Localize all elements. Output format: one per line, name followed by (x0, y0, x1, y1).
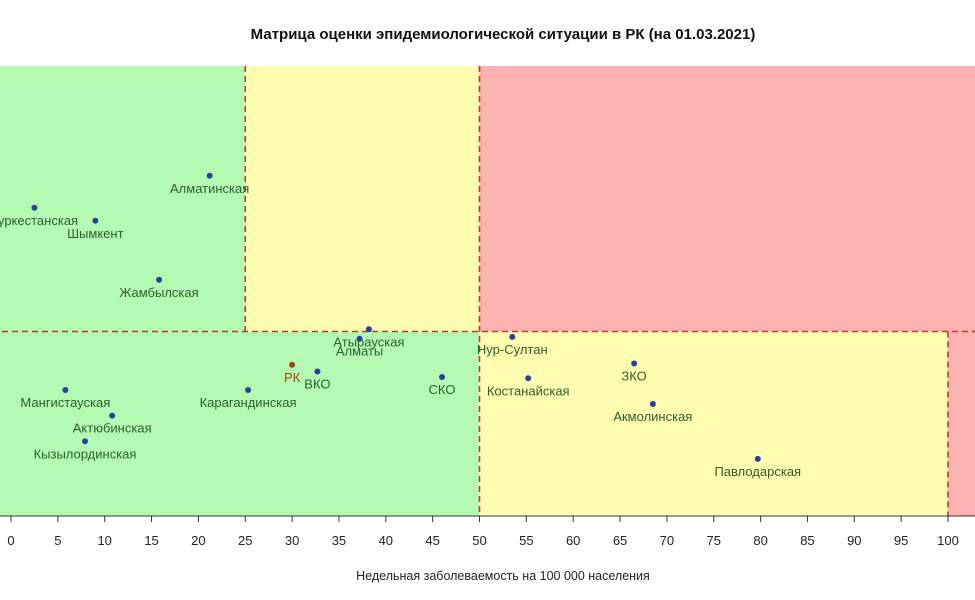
x-tick-label: 75 (707, 533, 721, 548)
threshold-lines (0, 66, 975, 516)
data-point (649, 400, 656, 407)
data-point (109, 412, 116, 419)
zone-yellow-upper (245, 66, 480, 332)
data-point (525, 375, 532, 382)
data-point (631, 360, 638, 367)
x-tick-label: 65 (613, 533, 627, 548)
x-tick-label: 5 (54, 533, 61, 548)
x-tick-label: 10 (97, 533, 111, 548)
data-point-label: Карагандинская (200, 395, 297, 410)
data-point-label: Алматы (336, 344, 383, 359)
data-point-label: ЗКО (621, 368, 646, 383)
data-point (92, 217, 99, 224)
data-point-label: РК (284, 370, 301, 385)
data-point (62, 387, 69, 393)
x-tick-label: 20 (191, 533, 205, 548)
data-point (289, 361, 296, 368)
data-point-label: СКО (429, 382, 456, 397)
data-point (754, 455, 761, 462)
data-point-label: ВКО (304, 377, 330, 392)
data-point (245, 387, 252, 393)
data-point-label: Алматинская (170, 181, 249, 196)
x-tick-label: 15 (144, 533, 158, 548)
x-tick-label: 55 (519, 533, 533, 548)
x-tick-label: 50 (472, 533, 486, 548)
data-point (314, 368, 321, 375)
data-point-label: Нур-Султан (477, 342, 548, 357)
x-tick-label: 100 (937, 533, 959, 548)
x-tick-label: 70 (660, 533, 674, 548)
data-points: ТуркестанскаяШымкент Алматинская Жамбылска… (0, 172, 801, 479)
x-tick-label: 60 (566, 533, 580, 548)
data-point-label: Шымкент (67, 226, 123, 241)
x-tick-label: 25 (238, 533, 252, 548)
zone-green-upper (0, 66, 246, 332)
x-tick-label: 35 (332, 533, 346, 548)
x-tick-label: 0 (7, 533, 14, 548)
x-tick-label: 40 (379, 533, 393, 548)
x-tick-label: 95 (894, 533, 908, 548)
data-point (365, 326, 372, 333)
x-axis-label: Недельная заболеваемость на 100 000 насе… (356, 569, 650, 583)
data-point (439, 373, 446, 380)
data-point-label: Актюбинская (73, 421, 152, 436)
data-point (82, 438, 89, 445)
x-tick-label: 85 (800, 533, 814, 548)
data-point (356, 335, 363, 342)
data-point-label: Мангистауская (20, 395, 110, 410)
x-tick-label: 80 (753, 533, 767, 548)
zone-red-upper (479, 66, 975, 332)
x-tick-label: 90 (847, 533, 861, 548)
data-point-label: Павлодарская (714, 464, 801, 479)
x-tick-label: 30 (285, 533, 299, 548)
risk-zones (0, 66, 975, 516)
data-point (156, 276, 163, 283)
data-point-label: Акмолинская (613, 409, 692, 424)
data-point (509, 333, 516, 340)
data-point-label: Кызылординская (34, 446, 137, 461)
zone-yellow-lower (479, 331, 948, 516)
x-axis: 0 5 10 15 20 25 30 35 40 45 50 55 60 65 70 75 80 85 90 95 10… (0, 515, 975, 548)
zone-red-lower (948, 331, 975, 516)
chart-title: Матрица оценки эпидемиологической ситуац… (251, 26, 756, 43)
data-point-label: Костанайская (487, 383, 570, 398)
data-point-label: Атырауская (333, 334, 404, 349)
data-point (206, 172, 213, 179)
data-point-label: Жамбылская (119, 285, 198, 300)
data-point (31, 204, 38, 211)
zone-green-lower (0, 331, 480, 516)
x-tick-label: 45 (425, 533, 439, 548)
data-point-label: Туркестанская (0, 213, 78, 228)
